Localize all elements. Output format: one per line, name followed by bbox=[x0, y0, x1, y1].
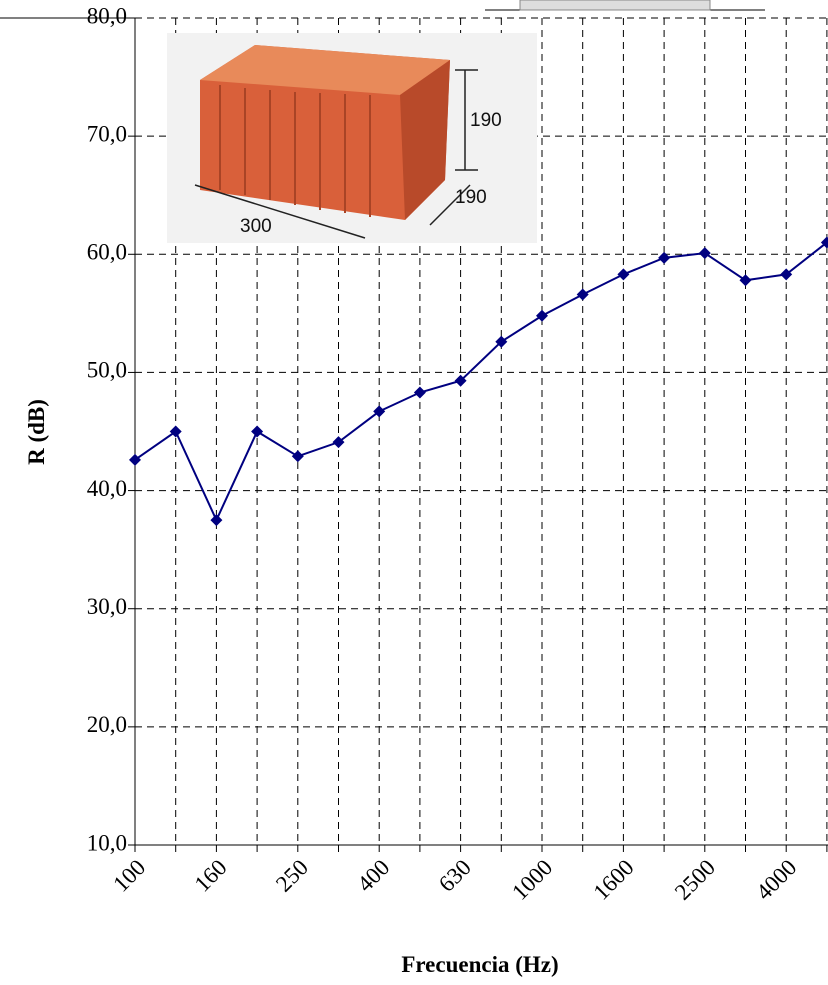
x-tick-label: 1600 bbox=[588, 855, 638, 905]
data-point bbox=[698, 247, 711, 260]
brick-image: 190 190 300 bbox=[167, 33, 537, 243]
y-tick-label: 50,0 bbox=[87, 358, 127, 383]
data-point bbox=[210, 514, 223, 527]
data-point bbox=[373, 405, 386, 418]
data-point bbox=[820, 236, 828, 249]
data-point bbox=[251, 425, 264, 438]
data-point bbox=[413, 386, 426, 399]
x-axis-label: Frecuencia (Hz) bbox=[401, 952, 558, 977]
x-tick-label: 250 bbox=[271, 855, 313, 897]
x-tick-label: 160 bbox=[190, 855, 232, 897]
data-point bbox=[291, 450, 304, 463]
annotation: 300 bbox=[240, 216, 272, 237]
x-tick-label: 100 bbox=[108, 855, 150, 897]
x-tick-label: 1000 bbox=[507, 855, 557, 905]
y-tick-label: 30,0 bbox=[87, 594, 127, 619]
data-point bbox=[495, 335, 508, 348]
y-tick-label: 20,0 bbox=[87, 712, 127, 737]
y-tick-label: 40,0 bbox=[87, 476, 127, 501]
data-point bbox=[576, 288, 589, 301]
y-tick-label: 10,0 bbox=[87, 830, 127, 855]
annotation: 190 bbox=[455, 187, 487, 208]
y-tick-label: 80,0 bbox=[87, 3, 127, 28]
series-line bbox=[134, 241, 828, 523]
data-point bbox=[169, 425, 182, 438]
y-tick-label: 70,0 bbox=[87, 121, 127, 146]
y-tick-label: 60,0 bbox=[87, 240, 127, 265]
x-tick-label: 2500 bbox=[670, 855, 720, 905]
data-point bbox=[454, 374, 467, 387]
annotation: 190 bbox=[470, 110, 502, 131]
x-tick-label: 4000 bbox=[751, 855, 801, 905]
data-point bbox=[617, 268, 630, 281]
data-point bbox=[739, 274, 752, 287]
x-tick-label: 630 bbox=[434, 855, 476, 897]
y-axis-label: R (dB) bbox=[24, 399, 49, 465]
data-point bbox=[332, 436, 345, 449]
data-point bbox=[658, 251, 671, 264]
data-point bbox=[780, 268, 793, 281]
plot-frame bbox=[0, 0, 765, 19]
data-point bbox=[536, 309, 548, 322]
x-tick-label: 400 bbox=[352, 855, 394, 897]
data-point bbox=[129, 453, 141, 466]
